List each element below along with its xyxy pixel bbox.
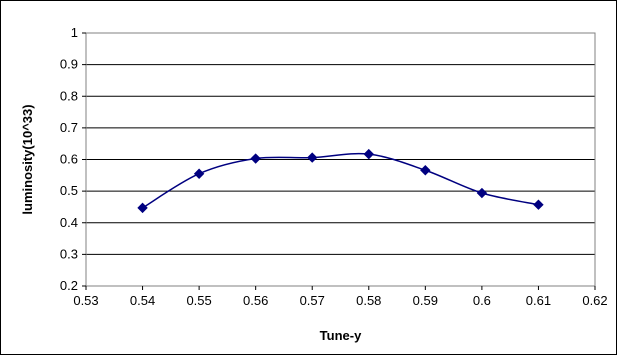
x-tick-label: 0.57 xyxy=(300,293,325,308)
data-point-marker xyxy=(476,187,488,199)
x-tick-label: 0.59 xyxy=(413,293,438,308)
y-tick-label: 0.4 xyxy=(60,215,78,230)
x-tick-label: 0.62 xyxy=(582,293,607,308)
y-tick-label: 0.3 xyxy=(60,246,78,261)
y-tick-label: 1 xyxy=(71,25,78,40)
x-tick-label: 0.6 xyxy=(473,293,491,308)
series-line xyxy=(142,152,539,209)
series-layer xyxy=(137,148,544,214)
data-point-marker xyxy=(420,165,431,176)
data-point-marker xyxy=(137,202,148,214)
x-tick-label: 0.58 xyxy=(356,293,381,308)
data-point-marker xyxy=(363,148,374,160)
y-tick-label: 0.7 xyxy=(60,120,78,135)
y-axis-title: luminosity(10^33) xyxy=(20,104,35,214)
data-point-marker xyxy=(533,199,544,210)
y-tick-label: 0.6 xyxy=(60,152,78,167)
data-point-marker xyxy=(250,153,261,164)
y-tick-label: 0.2 xyxy=(60,278,78,293)
y-tick-label: 0.9 xyxy=(60,57,78,72)
y-axis-ticks: 0.2 0.3 0.4 0.5 0.6 0.7 0.8 0.9 1 xyxy=(60,25,86,293)
data-point-marker xyxy=(193,168,205,179)
x-tick-label: 0.56 xyxy=(243,293,268,308)
x-tick-label: 0.54 xyxy=(130,293,155,308)
grid-lines xyxy=(86,32,595,287)
y-tick-label: 0.5 xyxy=(60,183,78,198)
x-tick-label: 0.53 xyxy=(73,293,98,308)
x-axis-title: Tune-y xyxy=(320,328,362,343)
x-axis-ticks: 0.53 0.54 0.55 0.56 0.57 0.58 0.59 0.6 0.61 0.62 xyxy=(73,286,608,308)
data-point-marker xyxy=(307,152,318,163)
x-tick-label: 0.55 xyxy=(186,293,211,308)
x-tick-label: 0.61 xyxy=(526,293,551,308)
y-tick-label: 0.8 xyxy=(60,88,78,103)
